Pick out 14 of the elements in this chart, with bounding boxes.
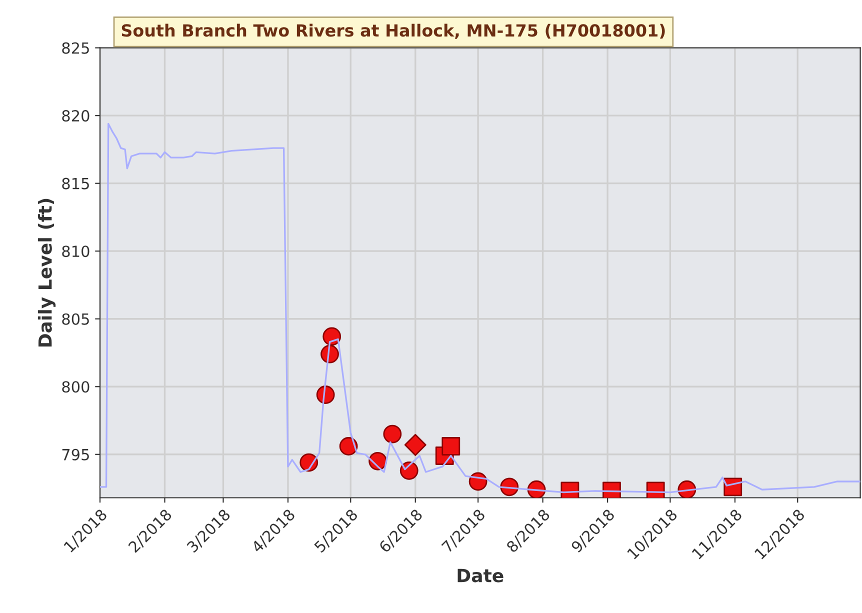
- y-axis-title: Daily Level (ft): [38, 198, 56, 347]
- y-tick-label: 805: [62, 313, 89, 325]
- y-tick-label: 820: [62, 110, 90, 122]
- chart-title: South Branch Two Rivers at Hallock, MN-175 (H70018001): [122, 24, 665, 39]
- point: [339, 437, 358, 456]
- point: [404, 434, 426, 456]
- x-axis-title: Date: [458, 568, 504, 582]
- point: [442, 437, 460, 456]
- point: [383, 424, 402, 444]
- y-tick-label: 800: [62, 381, 90, 393]
- y-tick-label: 815: [62, 178, 89, 190]
- y-tick-label: 825: [62, 42, 89, 54]
- y-tick-label: 795: [62, 448, 89, 460]
- y-tick-label: 810: [62, 246, 90, 258]
